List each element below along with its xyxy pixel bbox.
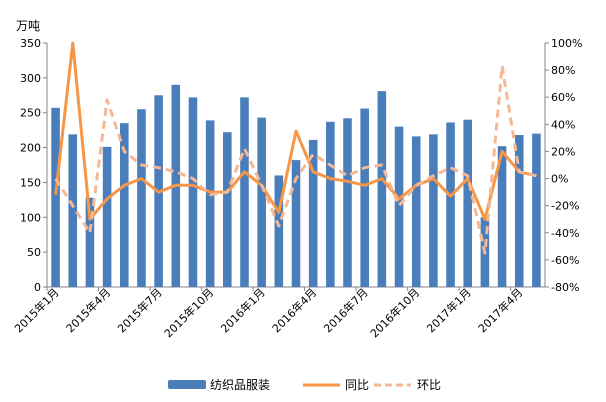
bar <box>85 197 95 287</box>
bar <box>68 134 78 287</box>
right-tick-label: -60% <box>551 254 579 267</box>
right-tick-label: 60% <box>551 91 575 104</box>
bar <box>240 97 249 288</box>
x-tick-label: 2016年10月 <box>367 285 422 340</box>
x-tick-label: 2016年1月 <box>218 285 268 335</box>
left-tick-label: 0 <box>34 281 41 294</box>
bar <box>532 133 541 287</box>
right-tick-label: 40% <box>551 118 575 131</box>
right-tick-label: 80% <box>551 64 575 77</box>
bar <box>411 136 421 287</box>
bar <box>446 122 455 287</box>
bar <box>102 146 112 287</box>
bar <box>326 121 335 287</box>
legend-label: 环比 <box>417 378 441 392</box>
right-tick-label: -20% <box>551 200 579 213</box>
bar <box>463 119 473 287</box>
legend-swatch-bar <box>168 380 206 389</box>
x-tick-label: 2016年7月 <box>321 285 371 335</box>
right-tick-label: -40% <box>551 227 579 240</box>
bar <box>308 139 318 287</box>
x-tick-label: 2017年4月 <box>475 285 525 335</box>
bar <box>497 146 507 287</box>
right-tick-label: 20% <box>551 145 575 158</box>
bar <box>274 175 284 287</box>
bar <box>137 109 146 287</box>
left-tick-label: 250 <box>20 107 41 120</box>
bar <box>291 160 301 287</box>
left-tick-label: 300 <box>20 72 41 85</box>
left-tick-label: 350 <box>20 37 41 50</box>
left-axis: 0 50 100 150 200 250 300 350 <box>20 37 47 294</box>
bar <box>257 117 266 287</box>
bar <box>223 132 232 287</box>
right-tick-label: 0% <box>551 173 568 186</box>
right-tick-label: -80% <box>551 281 579 294</box>
bar <box>514 135 524 287</box>
bar <box>377 91 387 287</box>
line-series <box>54 41 537 255</box>
bar <box>119 123 129 288</box>
bar <box>51 107 60 287</box>
bar <box>188 97 198 288</box>
x-tick-label: 2017年1月 <box>424 285 474 335</box>
x-tick-label: 2015年4月 <box>63 285 113 335</box>
legend: 纺织品服装 同比 环比 <box>168 378 441 392</box>
x-tick-label: 2015年7月 <box>115 285 165 335</box>
yoy-series-line <box>54 41 537 221</box>
left-tick-label: 100 <box>20 211 41 224</box>
bar <box>205 120 215 287</box>
mom-series-line <box>54 64 537 255</box>
left-axis-unit-label: 万吨 <box>16 19 40 33</box>
left-tick-label: 50 <box>27 246 41 259</box>
bar <box>394 126 404 288</box>
bar <box>360 108 369 287</box>
legend-label: 同比 <box>345 378 369 392</box>
right-axis: -80% -60% -40% -20% 0% 20% 40% 60% 80% 100% <box>545 37 582 294</box>
left-tick-label: 200 <box>20 142 41 155</box>
legend-label: 纺织品服装 <box>210 378 270 392</box>
x-tick-label: 2016年4月 <box>269 285 319 335</box>
right-tick-label: 100% <box>551 37 582 50</box>
bar <box>343 118 352 287</box>
bar <box>429 134 438 287</box>
left-tick-label: 150 <box>20 176 41 189</box>
x-tick-label: 2015年10月 <box>161 285 216 340</box>
